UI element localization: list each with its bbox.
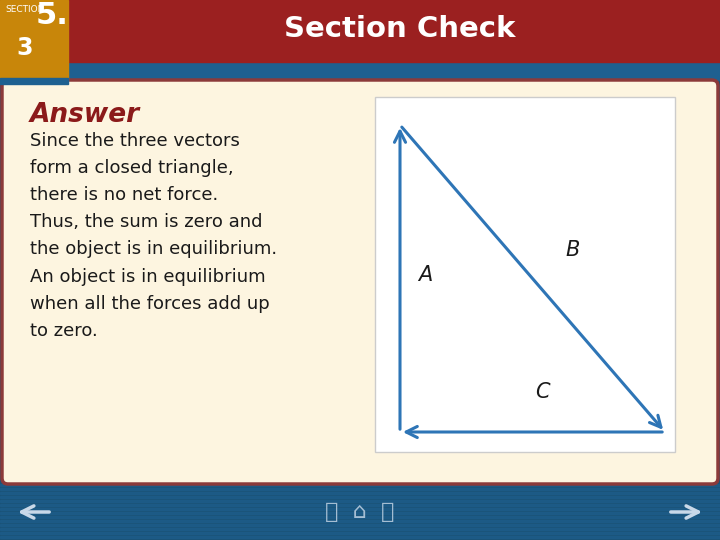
Bar — [0, 0, 720, 62]
Bar — [0, 62, 720, 80]
Bar — [0, 516, 720, 518]
Text: ⧀  ⌂  ⧁: ⧀ ⌂ ⧁ — [325, 502, 395, 522]
Text: B: B — [565, 240, 580, 260]
Bar — [375, 97, 675, 452]
Bar — [0, 488, 720, 490]
Text: SECTION: SECTION — [5, 5, 45, 15]
Bar — [0, 0, 68, 80]
Bar — [0, 520, 720, 522]
Text: 3: 3 — [16, 36, 32, 60]
Text: A: A — [418, 265, 432, 285]
Bar — [0, 536, 720, 538]
Bar — [0, 528, 720, 530]
FancyBboxPatch shape — [2, 80, 718, 484]
Bar — [0, 524, 720, 526]
Text: 5.: 5. — [36, 1, 69, 30]
Bar — [0, 496, 720, 498]
Bar — [0, 484, 720, 486]
Bar — [0, 532, 720, 534]
Bar — [0, 508, 720, 510]
Text: Section Check: Section Check — [284, 15, 516, 43]
Bar — [0, 492, 720, 494]
Text: C: C — [535, 382, 549, 402]
Bar — [0, 512, 720, 514]
Bar — [0, 482, 720, 540]
Text: Answer: Answer — [30, 102, 140, 128]
Text: Since the three vectors
form a closed triangle,
there is no net force.
Thus, the: Since the three vectors form a closed tr… — [30, 132, 277, 340]
Bar — [0, 500, 720, 502]
Bar — [0, 78, 68, 84]
Bar — [0, 504, 720, 506]
